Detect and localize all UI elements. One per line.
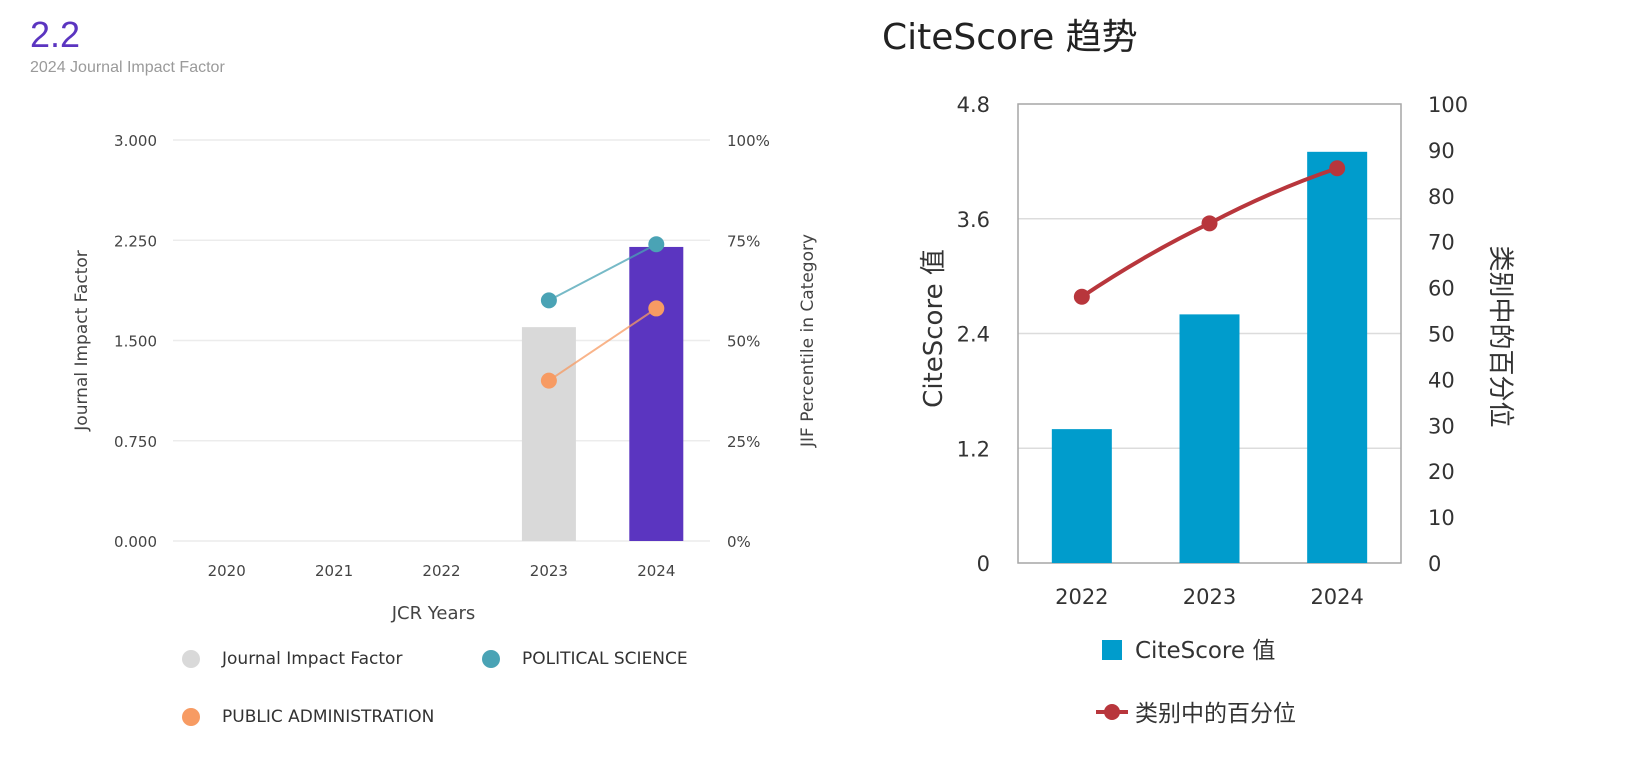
x-axis-title: JCR Years — [391, 603, 476, 624]
bar-2024 — [1307, 151, 1368, 563]
x-tick-label: 2022 — [1055, 585, 1108, 609]
jif-chart: 0.000 0.750 1.500 2.250 3.000 0% 25% 50% 75% 100%… — [72, 132, 818, 624]
bar-2022 — [1051, 429, 1112, 563]
x-tick-label: 2022 — [422, 562, 460, 580]
legend-item-political-science[interactable]: POLITICAL SCIENCE — [482, 649, 688, 669]
jif-panel: 2.2 2024 Journal Impact Factor 0.000 0.75… — [30, 14, 818, 727]
y-tick-label: 4.8 — [957, 93, 990, 117]
y2-tick-label: 100% — [727, 132, 770, 150]
y2-tick-label: 80 — [1428, 185, 1455, 209]
y-axis-title: CiteScore 值 — [919, 249, 949, 408]
citescore-title: CiteScore 趋势 — [882, 17, 1138, 58]
legend-swatch-marker — [1104, 704, 1120, 720]
jif-subtitle: 2024 Journal Impact Factor — [30, 59, 225, 76]
legend-swatch — [182, 708, 200, 726]
bar-2024 — [629, 246, 684, 541]
bar-2023 — [1179, 314, 1240, 563]
data-point-2023 — [540, 372, 557, 389]
data-point-2024 — [1329, 160, 1346, 177]
y2-tick-label: 70 — [1428, 231, 1455, 255]
bar-2023 — [521, 327, 576, 541]
y2-axis-title: 类别中的百分位 — [1485, 245, 1515, 427]
y-tick-label: 3.6 — [957, 208, 990, 232]
y2-tick-label: 60 — [1428, 277, 1455, 301]
legend-item-citescore[interactable]: CiteScore 值 — [1102, 638, 1275, 664]
y2-tick-label: 0 — [1428, 552, 1441, 576]
legend-item-public-administration[interactable]: PUBLIC ADMINISTRATION — [182, 707, 434, 727]
legend-label: CiteScore 值 — [1135, 638, 1275, 664]
y2-tick-label: 25% — [727, 433, 760, 451]
legend-label: Journal Impact Factor — [222, 649, 403, 669]
x-tick-label: 2023 — [1183, 585, 1236, 609]
y-tick-label: 2.4 — [957, 323, 990, 347]
data-point-2024 — [648, 236, 665, 253]
y2-tick-label: 20 — [1428, 460, 1455, 484]
y2-tick-label: 75% — [727, 232, 760, 250]
y2-tick-label: 50 — [1428, 323, 1455, 347]
data-point-2023 — [1201, 215, 1218, 232]
citescore-panel: CiteScore 趋势 0 1.2 2.4 3.6 4.8 0 10 20 30 40 50 60 7… — [860, 0, 1648, 772]
data-point-2022 — [1073, 288, 1090, 305]
y-tick-label: 1.2 — [957, 437, 990, 461]
y-tick-label: 3.000 — [114, 132, 157, 150]
x-tick-label: 2020 — [208, 562, 246, 580]
y-tick-label: 0.000 — [114, 533, 157, 551]
y-tick-label: 0.750 — [114, 433, 157, 451]
data-point-2024 — [648, 300, 665, 317]
y-tick-label: 1.500 — [114, 333, 157, 351]
y-tick-label: 2.250 — [114, 232, 157, 250]
data-point-2023 — [540, 292, 557, 309]
series-line — [548, 307, 657, 382]
legend-item-jif[interactable]: Journal Impact Factor — [182, 649, 402, 669]
legend-swatch — [482, 650, 500, 668]
y2-tick-label: 100 — [1428, 93, 1468, 117]
jif-value: 2.2 — [30, 14, 81, 55]
legend-swatch — [182, 650, 200, 668]
series-line — [1080, 166, 1338, 299]
y2-tick-label: 0% — [727, 533, 751, 551]
y2-tick-label: 50% — [727, 333, 760, 351]
y2-tick-label: 30 — [1428, 414, 1455, 438]
legend-swatch — [1102, 640, 1122, 660]
y2-tick-label: 10 — [1428, 506, 1455, 530]
y-tick-label: 0 — [977, 552, 990, 576]
y-axis-title: Journal Impact Factor — [72, 250, 92, 431]
legend-label: POLITICAL SCIENCE — [522, 649, 688, 669]
y2-axis-title: JIF Percentile in Category — [798, 234, 818, 448]
legend-label: PUBLIC ADMINISTRATION — [222, 707, 435, 727]
y2-tick-label: 40 — [1428, 368, 1455, 392]
x-tick-label: 2024 — [637, 562, 675, 580]
legend-item-percentile[interactable]: 类别中的百分位 — [1096, 701, 1296, 727]
x-tick-label: 2021 — [315, 562, 353, 580]
citescore-chart: 0 1.2 2.4 3.6 4.8 0 10 20 30 40 50 60 70 80 90 100 2022 2… — [919, 93, 1515, 727]
legend-label: 类别中的百分位 — [1135, 701, 1296, 727]
y2-tick-label: 90 — [1428, 139, 1455, 163]
x-tick-label: 2024 — [1310, 585, 1363, 609]
series-line — [548, 243, 657, 302]
x-tick-label: 2023 — [530, 562, 568, 580]
